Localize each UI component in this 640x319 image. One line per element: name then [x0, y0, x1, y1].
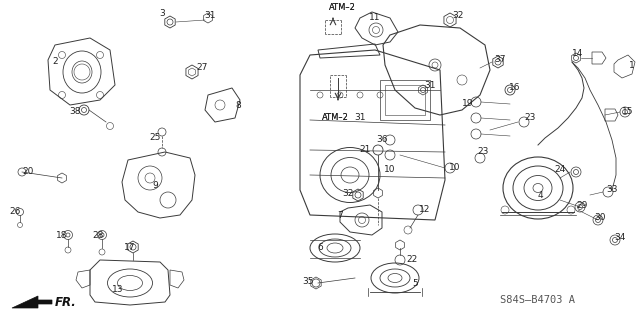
Text: 6: 6 — [317, 243, 323, 253]
Text: 10: 10 — [449, 164, 461, 173]
Text: 34: 34 — [614, 234, 626, 242]
Text: S84S–B4703 A: S84S–B4703 A — [499, 295, 575, 305]
Text: 10: 10 — [384, 166, 396, 174]
Text: 28: 28 — [92, 231, 104, 240]
Text: 9: 9 — [152, 181, 158, 189]
Text: 1: 1 — [629, 62, 635, 70]
Text: 3: 3 — [159, 10, 165, 19]
Text: ATM–2: ATM–2 — [328, 4, 355, 12]
Text: 27: 27 — [196, 63, 208, 72]
Text: 23: 23 — [524, 114, 536, 122]
Text: ATM–2: ATM–2 — [321, 114, 348, 122]
Text: 30: 30 — [595, 213, 605, 222]
Text: 12: 12 — [419, 205, 431, 214]
Text: 11: 11 — [369, 13, 381, 23]
Text: 15: 15 — [622, 108, 634, 116]
Text: 38: 38 — [69, 108, 81, 116]
Text: 36: 36 — [376, 136, 388, 145]
Text: 13: 13 — [112, 286, 124, 294]
Text: 29: 29 — [576, 201, 588, 210]
Text: 26: 26 — [10, 207, 20, 217]
Text: 35: 35 — [302, 278, 314, 286]
Bar — [380, 80, 430, 120]
Bar — [385, 85, 425, 115]
Text: 37: 37 — [494, 56, 506, 64]
Text: ATM–2: ATM–2 — [321, 114, 348, 122]
Text: 25: 25 — [149, 133, 161, 143]
Text: 24: 24 — [554, 166, 566, 174]
Text: 31: 31 — [355, 114, 365, 122]
Text: FR.: FR. — [55, 295, 77, 308]
Text: 33: 33 — [606, 186, 618, 195]
Text: 18: 18 — [56, 231, 68, 240]
Text: 16: 16 — [509, 84, 521, 93]
Polygon shape — [12, 296, 52, 308]
Text: 32: 32 — [452, 11, 464, 20]
Text: 2: 2 — [52, 57, 58, 66]
Text: 8: 8 — [235, 100, 241, 109]
Text: 22: 22 — [406, 256, 418, 264]
Text: 4: 4 — [537, 190, 543, 199]
Text: ATM–2: ATM–2 — [328, 4, 355, 12]
Text: 32: 32 — [342, 189, 354, 198]
Text: 23: 23 — [477, 147, 489, 157]
Text: 31: 31 — [204, 11, 216, 20]
Text: 5: 5 — [412, 278, 418, 287]
Text: 21: 21 — [359, 145, 371, 154]
Text: 7: 7 — [337, 211, 343, 220]
Text: 14: 14 — [572, 48, 584, 57]
Text: 20: 20 — [22, 167, 34, 176]
Text: 31: 31 — [424, 81, 436, 91]
Text: 19: 19 — [462, 99, 474, 108]
Text: 17: 17 — [124, 243, 136, 253]
